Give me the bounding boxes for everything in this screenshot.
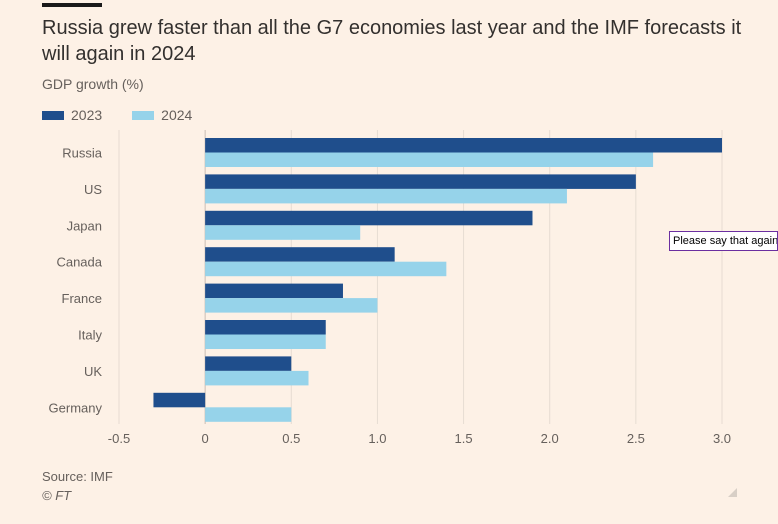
bar-2023 [205, 210, 533, 226]
bar-2024 [205, 407, 292, 422]
bar-2023 [205, 283, 343, 299]
legend-item-2023: 2023 [42, 107, 102, 123]
x-tick-label: 2.5 [627, 431, 645, 446]
bar-2024 [205, 334, 326, 349]
bar-2024 [205, 188, 567, 204]
x-tick-label: 0.5 [282, 431, 300, 446]
category-label: US [84, 182, 102, 197]
legend-label-2023: 2023 [71, 107, 103, 123]
bar-2023 [205, 320, 326, 335]
x-tick-label: 1.5 [455, 431, 473, 446]
legend-label-2024: 2024 [161, 107, 193, 123]
source-note: Source: IMF [42, 469, 113, 484]
x-tick-label: 2.0 [541, 431, 559, 446]
category-label: Germany [49, 400, 103, 415]
x-tick-label: 1.0 [368, 431, 386, 446]
bar-2024 [205, 261, 447, 277]
legend-item-2024: 2024 [132, 107, 192, 123]
chart-title: Russia grew faster than all the G7 econo… [42, 17, 742, 65]
category-label: Russia [62, 146, 103, 161]
bar-2024 [205, 225, 361, 240]
bar-2024 [205, 370, 309, 386]
category-label: UK [84, 364, 102, 379]
bar-2023 [205, 356, 292, 371]
category-label: Canada [56, 255, 102, 270]
x-tick-label: -0.5 [108, 431, 130, 446]
bar-2024 [205, 152, 654, 167]
legend-swatch-2023 [42, 110, 64, 120]
bar-2023 [205, 174, 636, 189]
bar-2023 [153, 392, 206, 408]
bar-2023 [205, 138, 723, 153]
bar-2023 [205, 247, 395, 262]
resize-grip-icon[interactable] [728, 488, 737, 497]
x-tick-label: 3.0 [713, 431, 731, 446]
category-label: France [62, 291, 102, 306]
legend: 2023 2024 [42, 107, 222, 123]
bar-2024 [205, 298, 378, 313]
copyright-note: © FT [42, 488, 72, 503]
category-label: Italy [78, 328, 102, 343]
category-label: Japan [67, 218, 102, 233]
chart-subtitle: GDP growth (%) [42, 76, 144, 92]
legend-swatch-2024 [132, 110, 155, 120]
x-tick-label: 0 [202, 431, 209, 446]
header-rule [42, 3, 102, 7]
tooltip: Please say that again [669, 231, 778, 251]
